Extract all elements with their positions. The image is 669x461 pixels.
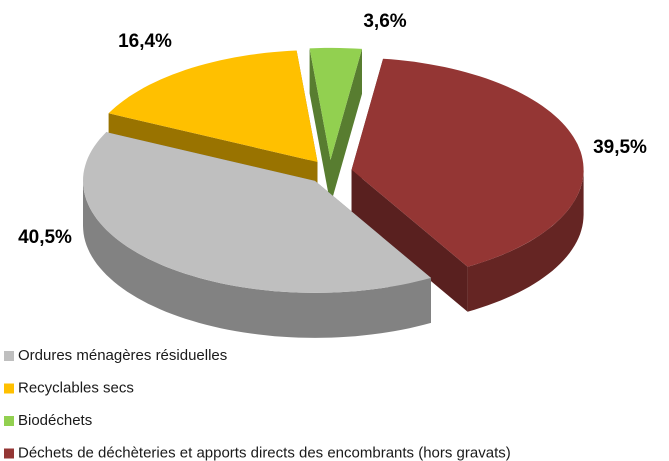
slice-side [83,180,431,338]
slice [351,58,584,267]
legend-swatch [4,416,14,426]
slice-side [467,169,584,312]
slice [351,58,584,312]
data-label: 3,6% [363,11,406,32]
data-label: 16,4% [118,31,172,52]
legend-swatch [4,383,14,394]
slice [309,47,362,160]
slice [108,50,318,162]
legend-label: Ordures ménagères résiduelles [18,347,227,364]
slice-side [351,169,468,312]
legend-label: Recyclables secs [18,379,134,396]
data-label: 39,5% [593,137,647,158]
slice [83,132,431,293]
slice-side [309,48,331,205]
legend-swatch [4,448,14,459]
legend-swatch [4,351,14,361]
legend-label: Biodéchets [18,412,92,429]
data-label: 40,5% [18,227,72,248]
slice [83,132,431,338]
slice-side [330,48,362,205]
slice [309,47,362,205]
legend-label: Déchets de déchèteries et apports direct… [18,444,511,461]
